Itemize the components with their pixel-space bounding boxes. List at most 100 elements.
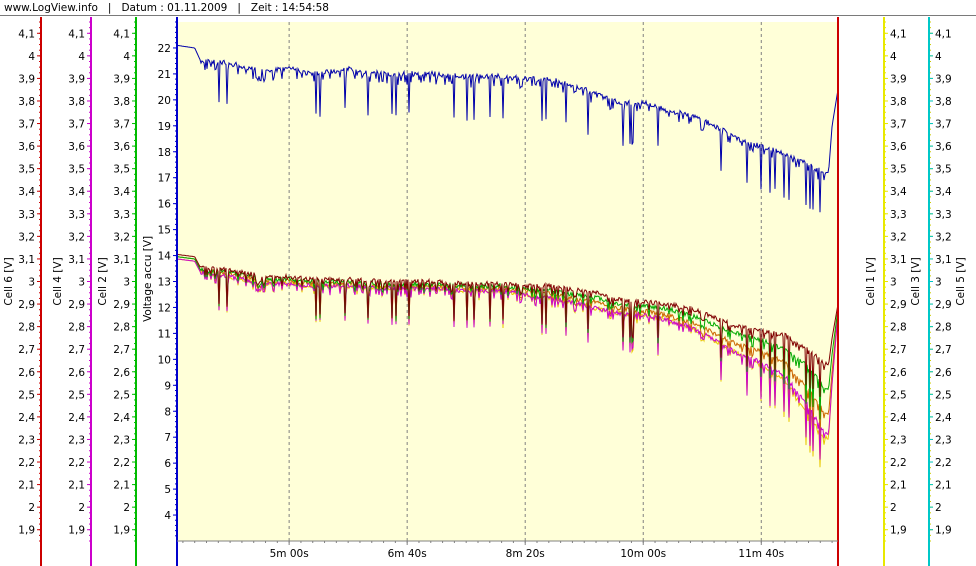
x-axis-tick-label: 8m 20s <box>506 548 545 560</box>
cell-axis-tick-label: 3,2 <box>935 231 952 243</box>
cell-axis: 4,1 4 3,9 3,8 3,7 3,6 3,5 3,4 3,3 3,2 3,1 3 2,9 2,8 2,… <box>52 17 92 566</box>
cell-axis-tick-label: 2,9 <box>890 299 907 311</box>
voltage-axis-tick-label: 6 <box>164 458 171 470</box>
cell-axis-tick-label: 3,5 <box>890 164 907 176</box>
cell-axis-tick-label: 2,7 <box>935 344 952 356</box>
cell-axis-tick-label: 3,5 <box>113 164 130 176</box>
cell-axis-tick-label: 4 <box>28 51 35 63</box>
cell-axis-tick-label: 2,7 <box>68 344 85 356</box>
cell-axis-tick-label: 2,2 <box>935 457 952 469</box>
voltage-axis-tick-label: 12 <box>158 302 171 314</box>
header-date: Datum : 01.11.2009 <box>121 2 228 14</box>
cell-axis-tick-label: 2,9 <box>113 299 130 311</box>
voltage-axis-tick-label: 10 <box>158 354 171 366</box>
cell-axis-tick-label: 2,1 <box>18 480 35 492</box>
cell-axis-tick-label: 2,8 <box>935 322 952 334</box>
cell-axis-tick-label: 3,4 <box>935 186 952 198</box>
series-line-voltage <box>176 44 839 213</box>
voltage-axis-tick-label: 7 <box>164 432 171 444</box>
header-separator: | <box>107 2 112 14</box>
cell-axis-tick-label: 3,9 <box>18 73 35 85</box>
cell-axis-tick-label: 2,6 <box>935 367 952 379</box>
cell-axis-tick-label: 3,7 <box>18 119 35 131</box>
cell-axis-tick-label: 2,5 <box>935 389 952 401</box>
cell-axis-tick-label: 3,6 <box>113 141 130 153</box>
cell-axis-tick-label: 4 <box>890 51 897 63</box>
cell-axis-tick-label: 4,1 <box>68 28 85 40</box>
header-site: www.LogView.info <box>4 2 98 14</box>
series-line-cell <box>176 253 839 397</box>
cell-axis-tick-label: 3,9 <box>113 73 130 85</box>
cell-axis-tick-label: 3,5 <box>18 164 35 176</box>
cell-axis-title: Cell 2 [V] <box>97 257 109 305</box>
cell-axis-tick-label: 3,1 <box>68 254 85 266</box>
x-axis-tick-label: 6m 40s <box>388 548 427 560</box>
cell-axis: 4,1 4 3,9 3,8 3,7 3,6 3,5 3,4 3,3 3,2 3,1 3 2,9 2,8 2,… <box>3 17 42 566</box>
cell-axis-tick-label: 4,1 <box>18 28 35 40</box>
cell-axis-tick-label: 3,8 <box>68 96 85 108</box>
x-axis-tick-label: 5m 00s <box>270 548 309 560</box>
chart-header: www.LogView.info | Datum : 01.11.2009 | … <box>0 0 976 16</box>
cell-axis: 4,1 4 3,9 3,8 3,7 3,6 3,5 3,4 3,3 3,2 3,1 3 2,9 2,8 2,… <box>865 17 907 566</box>
cell-axis: 4,1 4 3,9 3,8 3,7 3,6 3,5 3,4 3,3 3,2 3,1 3 2,9 2,8 2,… <box>910 17 952 566</box>
cell-axis-tick-label: 2,2 <box>68 457 85 469</box>
voltage-chart: 4,1 4 3,9 3,8 3,7 3,6 3,5 3,4 3,3 3,2 3,1 3 2,9 2,8 2,… <box>3 17 967 566</box>
cell-axis-tick-label: 2,4 <box>890 412 907 424</box>
cell-axis-tick-label: 3,1 <box>935 254 952 266</box>
cell-axis-tick-label: 3,8 <box>18 96 35 108</box>
cell-axis-tick-label: 3,6 <box>18 141 35 153</box>
voltage-axis-tick-label: 20 <box>158 95 171 107</box>
cell-axis-tick-label: 2,5 <box>18 389 35 401</box>
cell-axis-tick-label: 3,4 <box>68 186 85 198</box>
cell-axis-tick-label: 2,1 <box>68 480 85 492</box>
voltage-axis-tick-label: 9 <box>164 380 171 392</box>
cell-axis-tick-label: 4 <box>123 51 130 63</box>
cell-axis-tick-label: 2,2 <box>890 457 907 469</box>
cell-axis-tick-label: 2,8 <box>890 322 907 334</box>
cell-axis-tick-label: 4,1 <box>935 28 952 40</box>
plot-area <box>177 22 838 541</box>
cell-axis-tick-label: 2,1 <box>890 480 907 492</box>
cell-axis-tick-label: 2 <box>890 502 897 514</box>
cell-axis-tick-label: 3,3 <box>890 209 907 221</box>
cell-axis-title: Cell 1 [V] <box>865 257 877 305</box>
voltage-axis: 4 5 6 7 8 9 10 11 12 13 14 15 16 17 18 19 20 21 22 Voltage … <box>142 17 885 566</box>
cell-axis-tick-label: 3,2 <box>68 231 85 243</box>
cell-axis-tick-label: 3,1 <box>113 254 130 266</box>
cell-axis-tick-label: 3,8 <box>890 96 907 108</box>
cell-axis-tick-label: 2,1 <box>935 480 952 492</box>
cell-axis-tick-label: 2,6 <box>890 367 907 379</box>
cell-axis-tick-label: 2,2 <box>18 457 35 469</box>
voltage-axis-tick-label: 5 <box>164 484 171 496</box>
cell-axis-tick-label: 2 <box>78 502 85 514</box>
cell-axis-tick-label: 4 <box>78 51 85 63</box>
cell-axis-tick-label: 1,9 <box>68 525 85 537</box>
cell-axis-tick-label: 3,8 <box>113 96 130 108</box>
cell-axis-tick-label: 3 <box>78 277 85 289</box>
cell-axis-tick-label: 2,2 <box>113 457 130 469</box>
cell-axis-tick-label: 1,9 <box>18 525 35 537</box>
voltage-axis-tick-label: 16 <box>158 199 172 211</box>
cell-axis-tick-label: 2,5 <box>890 389 907 401</box>
cell-axis-tick-label: 2,8 <box>18 322 35 334</box>
cell-axis-title: Cell 6 [V] <box>3 257 15 305</box>
cell-axis-tick-label: 2,9 <box>18 299 35 311</box>
cell-axis-tick-label: 3,7 <box>68 119 85 131</box>
cell-axis-tick-label: 2,8 <box>68 322 85 334</box>
cell-axis-tick-label: 2,3 <box>935 434 952 446</box>
cell-axis-tick-label: 3,4 <box>18 186 35 198</box>
cell-axis-tick-label: 2,7 <box>890 344 907 356</box>
cell-axis-tick-label: 3 <box>935 277 942 289</box>
cell-axis-tick-label: 4,1 <box>113 28 130 40</box>
cell-axis-tick-label: 3,1 <box>890 254 907 266</box>
cell-axis-tick-label: 3,3 <box>113 209 130 221</box>
cell-axis-tick-label: 2,7 <box>18 344 35 356</box>
cell-axis-tick-label: 1,9 <box>935 525 952 537</box>
cell-axis-tick-label: 2,6 <box>68 367 85 379</box>
voltage-axis-tick-label: 4 <box>164 510 171 522</box>
cell-axis-tick-label: 2,9 <box>68 299 85 311</box>
cell-axis-tick-label: 3,3 <box>68 209 85 221</box>
cell-axis-tick-label: 3,2 <box>113 231 130 243</box>
cell-axis-tick-label: 2,3 <box>18 434 35 446</box>
voltage-axis-tick-label: 11 <box>158 328 171 340</box>
